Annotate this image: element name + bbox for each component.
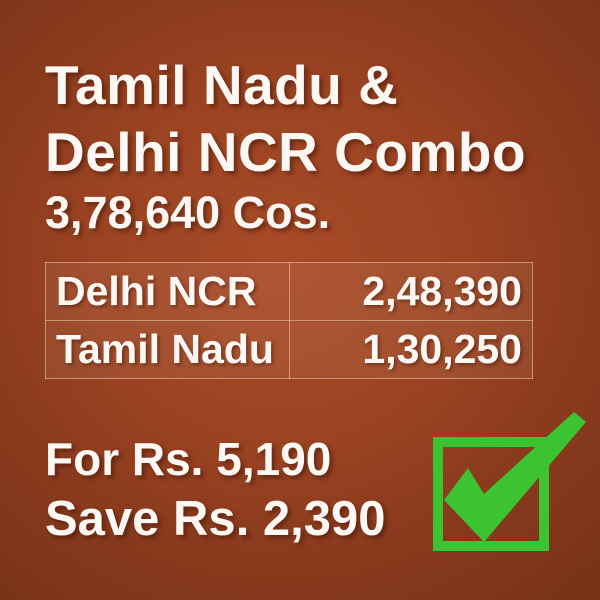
table-row: Tamil Nadu 1,30,250 [45,320,533,379]
region-count-cell: 1,30,250 [288,320,533,379]
pricing-block: For Rs. 5,190 Save Rs. 2,390 [45,430,386,550]
total-companies-count: 3,78,640 Cos. [45,187,331,238]
region-count-cell: 2,48,390 [288,262,533,321]
save-line: Save Rs. 2,390 [45,492,386,546]
region-name-cell: Tamil Nadu [45,320,290,379]
price-line: For Rs. 5,190 [45,433,332,485]
title-line-2: Delhi NCR Combo [45,121,527,183]
title-line-1: Tamil Nadu & [45,54,399,116]
region-name-cell: Delhi NCR [45,262,290,321]
banner-title: Tamil Nadu & Delhi NCR Combo [45,52,526,186]
checkmark-glyph [444,412,586,542]
table-row: Delhi NCR 2,48,390 [45,262,533,321]
region-counts-table: Delhi NCR 2,48,390 Tamil Nadu 1,30,250 [45,262,533,379]
checkbox-outline [433,437,549,551]
green-checked-checkbox-icon [433,412,586,551]
